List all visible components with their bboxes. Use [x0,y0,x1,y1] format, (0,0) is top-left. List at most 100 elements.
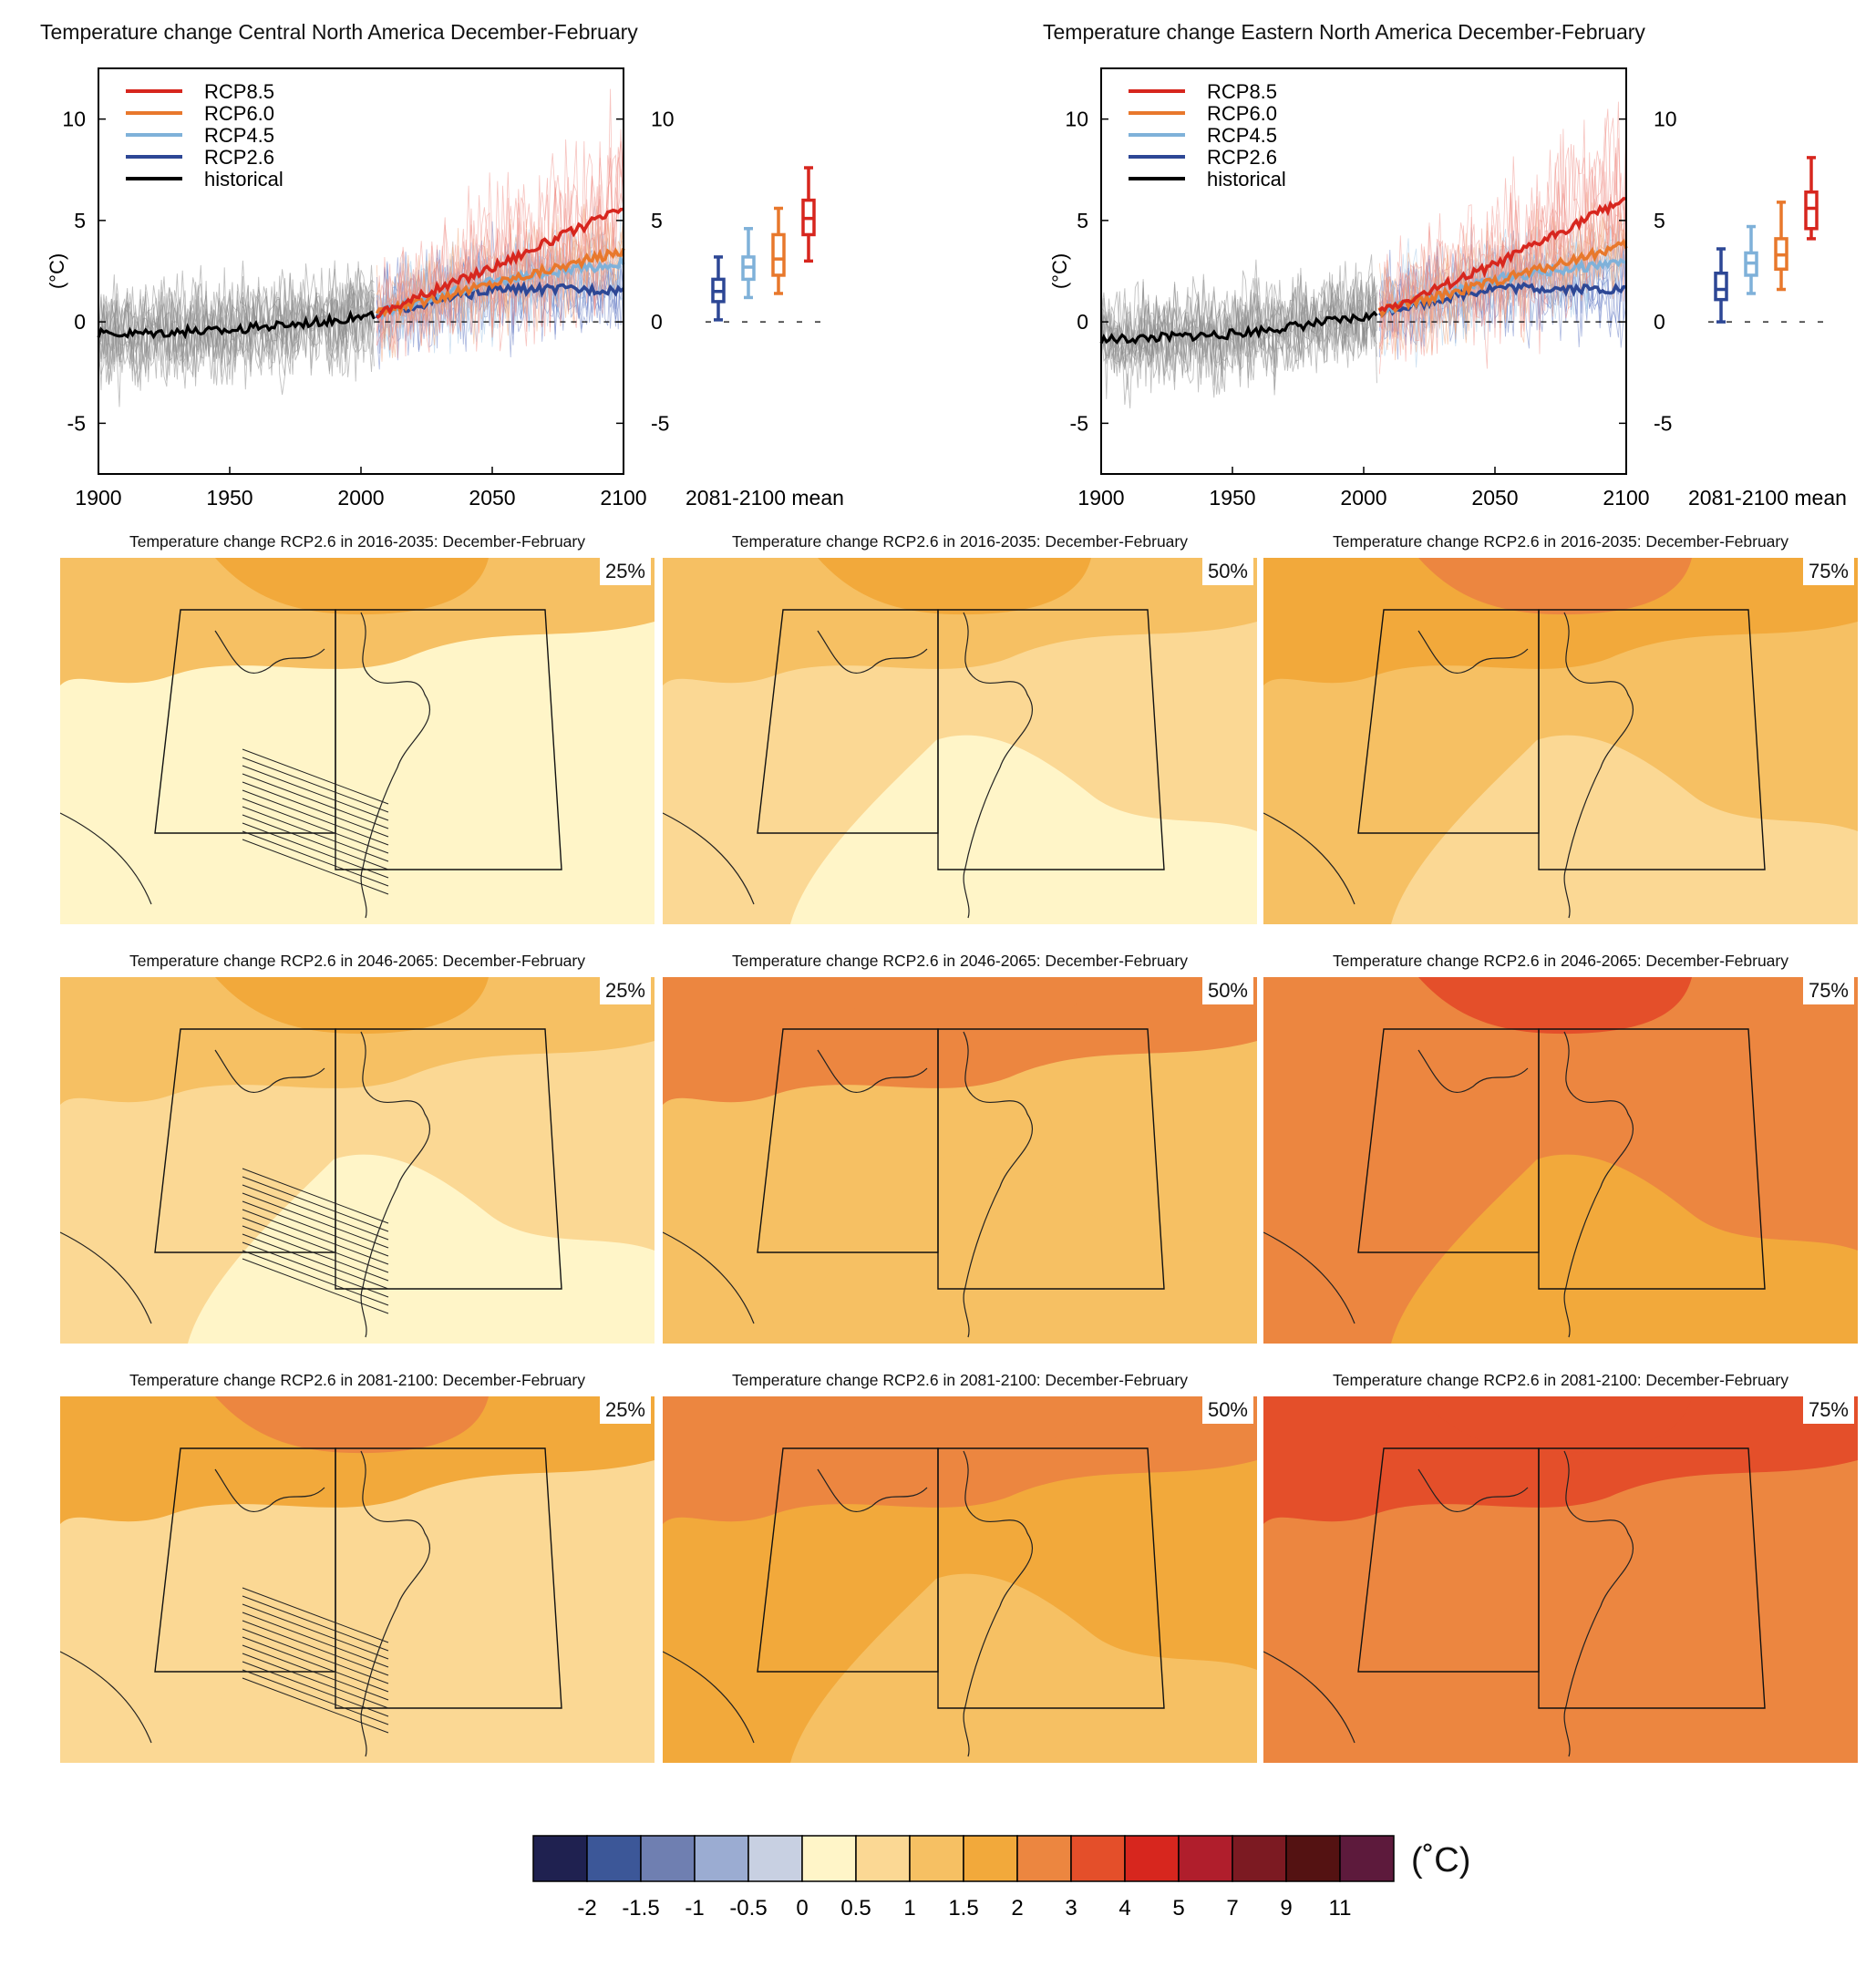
map-panel: Temperature change RCP2.6 in 2016-2035: … [60,532,655,952]
map-title: Temperature change RCP2.6 in 2046-2065: … [129,952,585,970]
x-tick-label: 2100 [600,486,646,510]
percentile-label: 25% [599,558,651,585]
map-area [1263,1396,1858,1763]
box-axis-label: 2081-2100 mean [685,486,844,510]
contour-south [1391,1154,1858,1344]
y-tick-label-right: 10 [1654,108,1677,131]
box-rcp60 [771,206,786,295]
percentile-label: 75% [1802,558,1854,585]
colorbar-label: -1.5 [622,1896,659,1921]
box-axis-label: 2081-2100 mean [1688,486,1847,510]
contour-south [188,1154,655,1344]
map-panel: Temperature change RCP2.6 in 2016-2035: … [1263,532,1858,952]
y-tick-label: 10 [62,108,86,131]
box-rcp60 [1774,201,1788,292]
colorbar-cell [1124,1835,1180,1882]
contour-north-peak [1418,558,1692,615]
rcp85-member [376,129,624,345]
rcp85-member [1378,134,1627,356]
box-rcp45 [741,227,756,300]
colorbar-label: 5 [1172,1896,1184,1921]
coastline [663,1450,1034,1757]
y-tick-label: 5 [1077,209,1088,232]
map-area [60,558,655,924]
coastline [1263,1031,1634,1338]
box-rcp26 [1714,247,1728,324]
contour-north-peak [215,558,489,615]
map-area [663,977,1257,1344]
map-svg [663,977,1257,1344]
chart-title: Temperature change Central North America… [40,20,638,44]
colorbar-label: 11 [1329,1896,1352,1921]
colorbar-label: -0.5 [729,1896,767,1921]
colorbar-label: -1 [685,1896,704,1921]
colorbar-unit: (˚C) [1411,1841,1471,1879]
significance-hatching [242,1168,389,1314]
legend-label: RCP4.5 [204,124,274,147]
contour-north [60,558,655,685]
map-svg [60,977,655,1344]
map-svg [1263,1396,1858,1763]
colorbar-label: 4 [1118,1896,1130,1921]
map-title: Temperature change RCP2.6 in 2016-2035: … [1333,532,1788,551]
box-rcp85 [1804,156,1819,241]
map-panel: Temperature change RCP2.6 in 2046-2065: … [663,952,1257,1371]
colorbar-cell [532,1835,588,1882]
colorbar-label: 1 [903,1896,915,1921]
legend-label: RCP2.6 [1207,146,1277,169]
colorbar-cell [909,1835,964,1882]
region-eastern-box [937,1447,1165,1709]
y-tick-label-right: 5 [1654,209,1665,232]
region-eastern-box [937,609,1165,870]
significance-hatching [242,748,389,895]
box-rcp26 [711,255,726,322]
x-tick-label: 2000 [1340,486,1386,510]
timeseries-central-panel: Temperature change Central North America… [40,0,952,520]
map-svg [60,558,655,924]
map-area [663,558,1257,924]
historical-member [1100,267,1377,382]
colorbar-label: 9 [1280,1896,1292,1921]
region-eastern-box [1538,1028,1766,1290]
y-tick-label: -5 [67,411,86,435]
contour-south [790,735,1257,924]
colorbar-cell [640,1835,696,1882]
map-area [60,977,655,1344]
colorbar: -2 -1.5 -1 -0.5 0 0.5 1 1.5 2 3 4 5 7 9 11 [532,1835,1395,1921]
map-title: Temperature change RCP2.6 in 2081-2100: … [1333,1371,1788,1389]
colorbar-label: 7 [1226,1896,1238,1921]
coastline [1263,612,1634,919]
timeseries-eastern-chart: 1900 1950 2000 2050 2100 10 10 5 5 0 0 -5 -5 (°C) RCP8… [1048,67,1847,510]
map-area [1263,977,1858,1344]
map-area [1263,558,1858,924]
mean-line-historical [1099,310,1378,345]
x-tick-label: 1900 [1077,486,1124,510]
mean-line-historical [97,309,376,340]
colorbar-cell [694,1835,749,1882]
percentile-label: 75% [1802,977,1854,1004]
significance-hatching [242,1587,389,1734]
contour-north [663,977,1257,1105]
rcp85-member [1378,119,1627,355]
region-eastern-box [335,609,562,870]
y-tick-label: -5 [1070,411,1088,435]
colorbar-cell [1339,1835,1395,1882]
contour-north-peak [818,1396,1091,1454]
contour-south [188,1573,655,1763]
map-area [663,1396,1257,1763]
colorbar-cell [963,1835,1018,1882]
map-svg [663,1396,1257,1763]
x-tick-label: 2100 [1603,486,1649,510]
mean-line-rcp60 [375,247,625,318]
coastline [1263,1450,1634,1757]
colorbar-label: 0 [796,1896,808,1921]
map-svg [60,1396,655,1763]
legend-label: RCP6.0 [204,102,274,125]
x-tick-label: 2050 [1471,486,1518,510]
contour-south [790,1154,1257,1344]
contour-south [1391,1573,1858,1763]
x-tick-label: 1900 [75,486,121,510]
legend-label: historical [204,168,283,191]
x-tick-label: 2000 [337,486,384,510]
mean-line-rcp85 [376,207,624,319]
